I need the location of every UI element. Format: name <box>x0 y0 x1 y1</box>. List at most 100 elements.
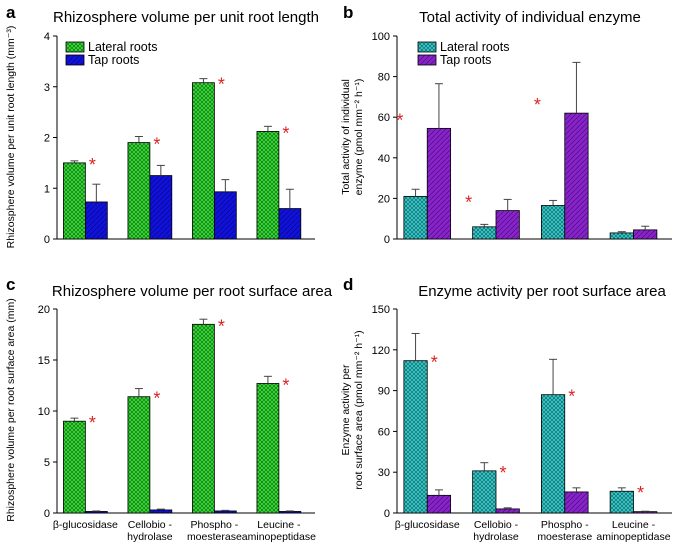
y-tick-label: 3 <box>44 82 50 94</box>
y-tick-label: 60 <box>378 112 390 124</box>
significance-star: * <box>153 389 160 409</box>
category-label: Phospho - <box>190 519 238 531</box>
category-label: aminopeptidase <box>596 531 670 543</box>
y-tick-label: 15 <box>38 355 50 367</box>
y-tick-label: 90 <box>378 386 390 398</box>
category-label: moesterase <box>187 531 242 543</box>
y-axis-label: Total activity of individual <box>340 79 352 195</box>
category-label: β-glucosidase <box>395 519 460 531</box>
bar-lateral-roots <box>609 490 634 514</box>
bar-tap-roots <box>426 494 452 514</box>
bar-tap-roots <box>495 508 520 514</box>
legend-swatch <box>417 54 437 66</box>
bar-lateral-roots <box>63 420 86 514</box>
bar-tap-roots <box>564 491 589 514</box>
significance-star: * <box>431 353 438 373</box>
significance-star: * <box>534 95 541 115</box>
bar-tap-roots <box>564 112 589 240</box>
significance-star: * <box>153 135 160 155</box>
bar-lateral-roots <box>472 470 497 514</box>
category-label: β-glucosidase <box>53 519 118 531</box>
bar-lateral-roots <box>609 232 634 240</box>
significance-star: * <box>218 75 225 95</box>
bar-lateral-roots <box>256 383 280 514</box>
significance-star: * <box>89 413 96 433</box>
bar-tap-roots <box>213 510 237 514</box>
y-axis-label: Enzyme activity per <box>340 364 352 456</box>
bar-tap-roots <box>633 229 658 240</box>
panel-b: b Total activity of individual enzyme To… <box>340 3 641 195</box>
bar-tap-roots <box>278 511 302 514</box>
bar-lateral-roots <box>403 195 428 240</box>
panel-label-a: a <box>6 3 16 22</box>
significance-star: * <box>218 316 225 336</box>
category-label: hydrolase <box>127 531 173 543</box>
panel-label-d: d <box>343 275 353 294</box>
panel-label-c: c <box>6 275 15 294</box>
y-tick-label: 10 <box>38 406 50 418</box>
significance-star: * <box>282 375 289 395</box>
significance-star: * <box>282 123 289 143</box>
legend-swatch <box>65 54 85 66</box>
chart-title: Rhizosphere volume per unit root length <box>53 9 319 26</box>
category-label: Phospho - <box>541 519 589 531</box>
y-axis-label: enzyme (pmol mm⁻² h⁻¹) <box>353 79 365 196</box>
panel-d: d Enzyme activity per root surface area … <box>340 275 666 490</box>
bar-tap-roots <box>149 509 173 514</box>
y-tick-label: 0 <box>384 234 390 246</box>
bar-tap-roots <box>426 127 452 240</box>
chart-title: Rhizosphere volume per root surface area <box>52 283 333 300</box>
bar-tap-roots <box>84 201 108 240</box>
chart-title: Enzyme activity per root surface area <box>418 283 666 300</box>
bar-tap-roots <box>213 191 237 240</box>
y-tick-label: 5 <box>44 457 50 469</box>
y-tick-label: 0 <box>44 234 50 246</box>
legend-label: Tap roots <box>440 53 491 67</box>
panel-label-b: b <box>343 3 353 22</box>
significance-star: * <box>499 463 506 483</box>
bar-tap-roots <box>633 511 658 514</box>
y-tick-label: 1 <box>44 183 50 195</box>
y-tick-label: 0 <box>384 508 390 520</box>
significance-star: * <box>89 155 96 175</box>
category-label: Leucine - <box>257 519 301 531</box>
bar-lateral-roots <box>256 131 280 240</box>
category-label: Cellobio - <box>128 519 173 531</box>
y-tick-label: 40 <box>378 153 390 165</box>
y-tick-label: 20 <box>38 304 50 316</box>
y-axis-label: root surface area (pmol mm⁻² h⁻¹) <box>353 330 365 489</box>
category-label: Cellobio - <box>474 519 519 531</box>
chart-title: Total activity of individual enzyme <box>419 9 641 26</box>
bar-lateral-roots <box>192 323 215 514</box>
y-tick-label: 20 <box>378 193 390 205</box>
legend-label: Lateral roots <box>440 40 509 54</box>
bar-lateral-roots <box>192 82 215 240</box>
y-tick-label: 150 <box>372 304 390 316</box>
y-tick-label: 100 <box>372 31 390 43</box>
bar-lateral-roots <box>127 396 151 514</box>
category-label: Leucine - <box>612 519 656 531</box>
bar-tap-roots <box>84 511 108 514</box>
y-tick-label: 2 <box>44 133 50 145</box>
legend-label: Lateral roots <box>88 40 157 54</box>
y-tick-label: 80 <box>378 72 390 84</box>
bar-lateral-roots <box>472 226 497 240</box>
bar-lateral-roots <box>63 162 86 240</box>
category-label: aminopeptidase <box>242 531 316 543</box>
y-tick-label: 60 <box>378 426 390 438</box>
significance-star: * <box>568 387 575 407</box>
bar-lateral-roots <box>540 394 566 514</box>
y-tick-label: 30 <box>378 467 390 479</box>
y-axis-label: Rhizosphere volume per unit root length … <box>5 26 17 249</box>
category-label: moesterase <box>537 531 592 543</box>
legend-swatch <box>417 41 437 53</box>
y-tick-label: 120 <box>372 345 390 357</box>
legend-label: Tap roots <box>88 53 139 67</box>
y-tick-label: 4 <box>44 31 50 43</box>
panel-a: a Rhizosphere volume per unit root lengt… <box>5 3 319 248</box>
legend-swatch <box>65 41 85 53</box>
bar-lateral-roots <box>127 142 151 240</box>
bar-tap-roots <box>278 208 302 240</box>
